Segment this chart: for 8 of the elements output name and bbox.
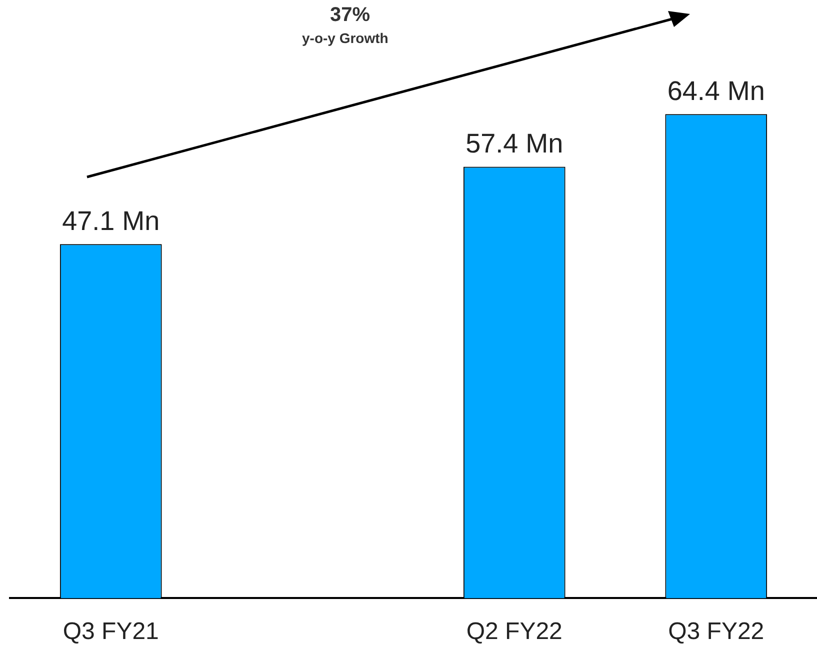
x-tick-label: Q3 FY22 [668, 618, 764, 646]
x-tick-label: Q2 FY22 [466, 618, 562, 646]
data-label: 57.4 Mn [466, 128, 564, 159]
data-label: 64.4 Mn [667, 76, 765, 106]
data-label: 47.1 Mn [62, 206, 160, 236]
text: y-o-y Growth [302, 30, 388, 46]
text: 37% [330, 4, 370, 27]
x-tick-label: Q3 FY21 [62, 618, 159, 646]
